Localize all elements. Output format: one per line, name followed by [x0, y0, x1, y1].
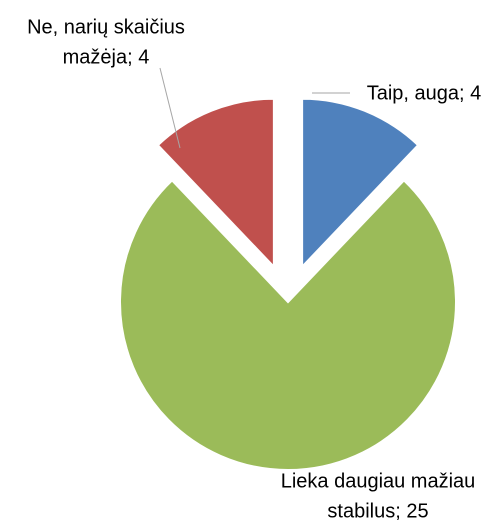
leader-line — [159, 67, 181, 149]
data-label: Ne, narių skaičius — [27, 16, 185, 38]
data-label: Lieka daugiau mažiau — [281, 470, 476, 492]
data-label: Taip, auga; 4 — [367, 82, 482, 104]
data-label: mažėja; 4 — [63, 46, 150, 68]
data-label: stabilus; 25 — [327, 500, 428, 522]
pie-slice — [156, 97, 275, 270]
pie-slice — [119, 178, 457, 471]
pie-slice — [301, 97, 420, 270]
